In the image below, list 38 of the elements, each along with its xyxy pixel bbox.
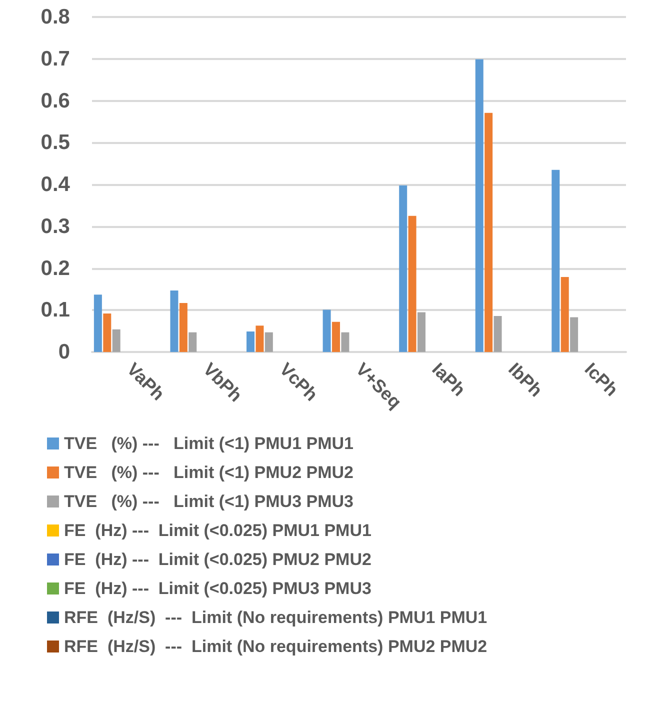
legend-label: TVE (%) --- Limit (<1) PMU3 PMU3 xyxy=(64,492,354,511)
y-tick-label: 0.3 xyxy=(40,214,70,238)
bar xyxy=(103,313,112,352)
y-tick-label: 0.8 xyxy=(40,6,70,28)
bar xyxy=(179,303,188,352)
y-tick-label: 0.1 xyxy=(40,298,70,322)
legend-label: TVE (%) --- Limit (<1) PMU1 PMU1 xyxy=(64,434,354,453)
legend-label: RFE (Hz/S) --- Limit (No requirements) PMU1 PMU1 xyxy=(64,608,488,627)
legend-label: RFE (Hz/S) --- Limit (No requirements) PMU2 PMU2 xyxy=(64,637,488,656)
y-tick-label: 0.2 xyxy=(40,256,70,280)
bar xyxy=(552,170,560,352)
legend-label: FE (Hz) --- Limit (<0.025) PMU1 PMU1 xyxy=(64,521,372,540)
bar xyxy=(112,329,120,352)
legend-label: FE (Hz) --- Limit (<0.025) PMU2 PMU2 xyxy=(64,550,372,569)
bar xyxy=(188,332,197,352)
bar xyxy=(560,277,569,352)
bar xyxy=(322,310,331,352)
bar xyxy=(332,322,340,352)
bar xyxy=(94,294,102,352)
bar xyxy=(408,216,416,352)
bar xyxy=(246,331,255,352)
bar xyxy=(494,316,502,352)
bar xyxy=(341,332,350,352)
legend-label: FE (Hz) --- Limit (<0.025) PMU3 PMU3 xyxy=(64,579,372,598)
bar xyxy=(570,317,578,352)
y-tick-label: 0.7 xyxy=(40,47,70,70)
legend-label: TVE (%) --- Limit (<1) PMU2 PMU2 xyxy=(64,463,354,482)
y-tick-label: 0.5 xyxy=(40,131,70,154)
y-tick-label: 0.6 xyxy=(40,89,70,112)
bar xyxy=(417,312,426,352)
bar xyxy=(170,290,178,352)
bar xyxy=(264,332,273,352)
y-tick-label: 0.4 xyxy=(40,173,70,196)
bar xyxy=(475,59,484,352)
bar xyxy=(484,112,493,352)
bar xyxy=(256,326,264,352)
bar xyxy=(399,185,408,352)
y-tick-label: 0 xyxy=(58,340,70,364)
